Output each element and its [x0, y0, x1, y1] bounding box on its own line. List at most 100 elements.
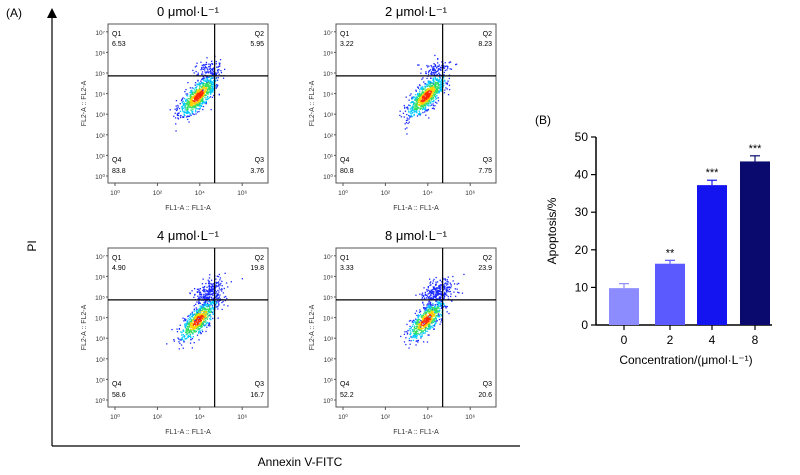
event-dot [421, 293, 423, 296]
event-dot [189, 324, 191, 326]
event-dot [209, 305, 211, 308]
flow-y-label: FL2-A :: FL2-A [309, 80, 316, 126]
event-dot [429, 322, 431, 324]
event-dot [430, 294, 432, 297]
event-dot [213, 291, 215, 293]
event-dot [209, 318, 212, 320]
event-dot [432, 82, 434, 85]
event-dot [209, 322, 211, 324]
event-dot [195, 87, 197, 89]
event-dot [196, 62, 198, 64]
event-dot [438, 79, 441, 81]
event-dot [198, 301, 200, 304]
q4-label: Q4 [112, 381, 121, 388]
event-dot [426, 88, 428, 91]
event-dot [190, 104, 192, 106]
event-dot [208, 81, 210, 83]
event-dot [216, 293, 219, 295]
event-dot [206, 297, 208, 299]
event-dot [206, 318, 209, 320]
event-dot [431, 315, 434, 317]
event-dot [198, 339, 200, 341]
event-dot [414, 105, 416, 107]
event-dot [218, 296, 221, 298]
x-tick-label: 10⁴ [195, 190, 205, 197]
event-dot [210, 108, 212, 111]
event-dot [431, 91, 433, 93]
event-dot [420, 68, 422, 70]
event-dot [424, 326, 426, 328]
event-dot [444, 79, 446, 81]
event-dot [423, 88, 425, 90]
event-dot [199, 292, 201, 294]
event-dot [182, 336, 184, 338]
event-dot [202, 317, 204, 320]
event-dot [436, 301, 438, 303]
event-dot [415, 100, 418, 103]
event-dot [187, 318, 189, 320]
event-dot [217, 308, 219, 310]
event-dot [430, 298, 432, 300]
event-dot [437, 289, 439, 291]
event-dot [428, 93, 430, 95]
event-dot [440, 88, 442, 91]
event-dot [435, 83, 437, 85]
event-dot [417, 326, 419, 328]
event-dot [444, 278, 446, 280]
event-dot [183, 115, 186, 117]
event-dot [427, 104, 429, 106]
event-dot [212, 300, 215, 302]
event-dot [204, 302, 207, 304]
event-dot [440, 305, 442, 307]
event-dot [200, 93, 202, 95]
event-dot [430, 77, 432, 79]
event-dot [207, 292, 210, 294]
event-dot [206, 79, 208, 82]
event-dot [188, 115, 190, 117]
event-dot [438, 286, 441, 288]
event-dot [191, 290, 193, 292]
event-dot [410, 93, 412, 95]
event-dot [181, 332, 183, 334]
event-dot [455, 63, 457, 66]
event-dot [435, 294, 437, 296]
event-dot [416, 323, 418, 326]
event-dot [428, 99, 430, 102]
event-dot [436, 97, 438, 99]
event-dot [423, 316, 425, 318]
event-dot [196, 312, 198, 314]
bar-y-tick-label: 50 [575, 130, 589, 144]
event-dot [217, 317, 219, 319]
event-dot [444, 288, 446, 290]
event-dot [426, 306, 428, 308]
q2-value: 23.9 [478, 265, 492, 272]
event-dot [420, 336, 422, 338]
event-dot [200, 61, 202, 63]
event-dot [440, 83, 442, 85]
event-dot [432, 280, 434, 282]
event-dot [419, 293, 421, 295]
event-dot [437, 84, 439, 87]
event-dot [217, 289, 219, 292]
event-dot [423, 325, 425, 327]
event-dot [200, 325, 202, 327]
event-dot [434, 54, 436, 57]
event-dot [195, 101, 197, 104]
event-dot [427, 306, 429, 308]
event-dot [192, 320, 194, 322]
event-dot [439, 303, 442, 305]
event-dot [410, 340, 412, 342]
q3-value: 3.76 [250, 168, 264, 175]
event-dot [203, 304, 205, 306]
bar-y-tick-label: 20 [575, 243, 589, 257]
event-dot [427, 88, 429, 90]
event-dot [218, 273, 220, 276]
event-dot [211, 81, 213, 83]
event-dot [426, 77, 428, 80]
event-dot [443, 293, 446, 295]
event-dot [202, 86, 204, 88]
event-dot [199, 99, 201, 102]
event-dot [212, 68, 214, 70]
event-dot [208, 82, 211, 84]
event-dot [203, 92, 205, 95]
